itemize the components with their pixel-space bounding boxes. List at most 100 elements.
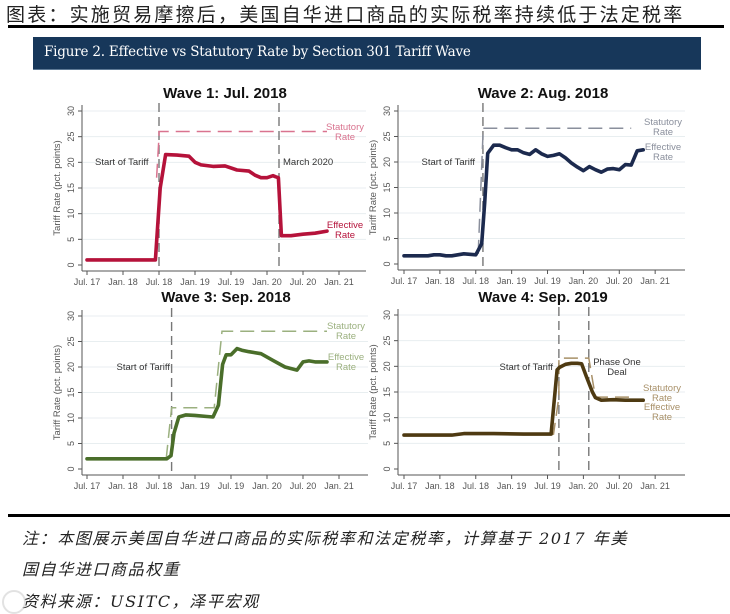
chart-title: Wave 2: Aug. 2018 bbox=[478, 85, 609, 102]
statutory-rate-line bbox=[477, 127, 632, 254]
x-tick-label: Jan. 19 bbox=[180, 277, 210, 287]
y-tick-label: 10 bbox=[382, 208, 392, 218]
x-tick-label: Jan. 21 bbox=[640, 276, 670, 286]
chart-title: Wave 4: Sep. 2019 bbox=[478, 289, 608, 306]
x-tick-label: Jul. 17 bbox=[391, 481, 418, 491]
x-tick-label: Jan. 20 bbox=[252, 277, 282, 287]
statutory-rate-legend: Statutory bbox=[644, 117, 682, 128]
start-of-tariff-label: Start of Tariff bbox=[499, 362, 553, 373]
statutory-rate-line bbox=[165, 330, 327, 459]
effective-rate-legend: Effective bbox=[645, 142, 681, 153]
chart-title: Wave 3: Sep. 2018 bbox=[161, 289, 291, 306]
chart-wave-4: Wave 4: Sep. 2019 0 5 10 15 20 25 30 Tariff Rate… bbox=[368, 289, 685, 491]
y-axis-label: Tariff Rate (pct. points) bbox=[368, 344, 379, 439]
y-tick-label: 0 bbox=[382, 261, 392, 266]
x-tick-label: Jan. 21 bbox=[324, 277, 354, 287]
x-tick-label: Jul. 20 bbox=[290, 277, 317, 287]
page-title: 图表：实施贸易摩擦后，美国自华进口商品的实际税率持续低于法定税率 bbox=[6, 4, 685, 26]
y-tick-label: 5 bbox=[382, 441, 392, 446]
x-tick-label: Jul. 18 bbox=[462, 276, 489, 286]
y-tick-label: 20 bbox=[66, 157, 76, 167]
effective-rate-line bbox=[402, 361, 646, 437]
x-tick-label: Jul. 17 bbox=[391, 276, 418, 286]
x-tick-label: Jan. 19 bbox=[497, 276, 527, 286]
statutory-rate-line bbox=[155, 130, 327, 178]
x-tick-label: Jan. 21 bbox=[324, 481, 354, 491]
y-tick-label: 5 bbox=[66, 237, 76, 242]
y-tick-label: 30 bbox=[382, 310, 392, 320]
x-tick-label: Jan. 18 bbox=[425, 276, 455, 286]
effective-rate-line bbox=[85, 346, 329, 461]
y-tick-label: 5 bbox=[66, 441, 76, 446]
y-tick-label: 10 bbox=[66, 413, 76, 423]
statutory-rate-legend: Rate bbox=[652, 393, 672, 404]
y-tick-label: 30 bbox=[382, 106, 392, 116]
footer-rule bbox=[8, 514, 730, 517]
effective-rate-legend: Rate bbox=[652, 412, 672, 423]
statutory-rate-legend: Statutory bbox=[643, 383, 681, 394]
chart-wave-1: Wave 1: Jul. 2018 0 5 10 15 20 25 30 Tariff Rate… bbox=[52, 85, 366, 287]
y-tick-label: 5 bbox=[382, 236, 392, 241]
source-note: 资料来源：USITC，泽平宏观 bbox=[22, 592, 260, 611]
x-tick-label: Jul. 17 bbox=[74, 277, 101, 287]
y-tick-label: 0 bbox=[66, 262, 76, 267]
figure-banner: Figure 2. Effective vs Statutory Rate by… bbox=[33, 37, 701, 69]
effective-rate-legend: Effective bbox=[644, 402, 680, 413]
x-tick-label: Jul. 20 bbox=[290, 481, 317, 491]
x-tick-label: Jan. 19 bbox=[497, 481, 527, 491]
statutory-rate-legend: Statutory bbox=[326, 122, 364, 133]
y-tick-label: 0 bbox=[382, 466, 392, 471]
x-tick-label: Jul. 20 bbox=[606, 276, 633, 286]
footnote-line-2: 国自华进口商品权重 bbox=[22, 560, 181, 579]
title-rule bbox=[8, 25, 724, 28]
x-tick-label: Jan. 20 bbox=[252, 481, 282, 491]
statutory-rate-legend: Statutory bbox=[327, 321, 365, 332]
y-tick-label: 20 bbox=[66, 362, 76, 372]
x-tick-label: Jul. 19 bbox=[534, 481, 561, 491]
event-label: Phase One bbox=[593, 357, 641, 368]
x-tick-label: Jan. 20 bbox=[569, 276, 599, 286]
y-axis-label: Tariff Rate (pct. points) bbox=[368, 140, 379, 235]
chart-title: Wave 1: Jul. 2018 bbox=[163, 85, 287, 102]
effective-rate-legend: Effective bbox=[328, 352, 364, 363]
x-tick-label: Jan. 21 bbox=[640, 481, 670, 491]
watermark-icon bbox=[2, 590, 26, 614]
x-tick-label: Jan. 18 bbox=[108, 481, 138, 491]
y-axis-label: Tariff Rate (pct. points) bbox=[52, 345, 63, 440]
x-tick-label: Jul. 18 bbox=[146, 277, 173, 287]
statutory-rate-legend: Rate bbox=[336, 331, 356, 342]
event-label: March 2020 bbox=[283, 157, 333, 168]
x-tick-label: Jul. 19 bbox=[534, 276, 561, 286]
effective-rate-legend: Rate bbox=[335, 230, 355, 241]
y-tick-label: 15 bbox=[382, 182, 392, 192]
statutory-rate-legend: Rate bbox=[335, 132, 355, 143]
effective-rate-legend: Rate bbox=[336, 362, 356, 373]
x-tick-label: Jan. 20 bbox=[569, 481, 599, 491]
figure-banner-title: Figure 2. Effective vs Statutory Rate by… bbox=[44, 44, 471, 60]
y-axis-label: Tariff Rate (pct. points) bbox=[52, 140, 63, 235]
x-tick-label: Jul. 19 bbox=[218, 277, 245, 287]
y-tick-label: 25 bbox=[382, 336, 392, 346]
y-tick-label: 25 bbox=[66, 336, 76, 346]
x-tick-label: Jul. 17 bbox=[74, 481, 101, 491]
start-of-tariff-label: Start of Tariff bbox=[95, 157, 149, 168]
effective-rate-legend: Effective bbox=[327, 220, 363, 231]
y-tick-label: 25 bbox=[382, 131, 392, 141]
y-tick-label: 30 bbox=[66, 106, 76, 116]
start-of-tariff-label: Start of Tariff bbox=[421, 157, 475, 168]
y-tick-label: 15 bbox=[382, 387, 392, 397]
x-tick-label: Jan. 19 bbox=[180, 481, 210, 491]
statutory-rate-legend: Rate bbox=[653, 127, 673, 138]
chart-wave-3: Wave 3: Sep. 2018 0 5 10 15 20 25 30 Tariff Rate… bbox=[52, 289, 368, 491]
event-label: Deal bbox=[607, 367, 627, 378]
effective-rate-line bbox=[402, 143, 646, 258]
y-tick-label: 30 bbox=[66, 311, 76, 321]
x-tick-label: Jan. 18 bbox=[425, 481, 455, 491]
y-tick-label: 10 bbox=[382, 413, 392, 423]
y-tick-label: 15 bbox=[66, 183, 76, 193]
start-of-tariff-label: Start of Tariff bbox=[116, 362, 170, 373]
footnote-line-1: 注：本图展示美国自华进口商品的实际税率和法定税率，计算基于 2017 年美 bbox=[22, 529, 629, 548]
y-tick-label: 20 bbox=[382, 361, 392, 371]
x-tick-label: Jul. 18 bbox=[462, 481, 489, 491]
